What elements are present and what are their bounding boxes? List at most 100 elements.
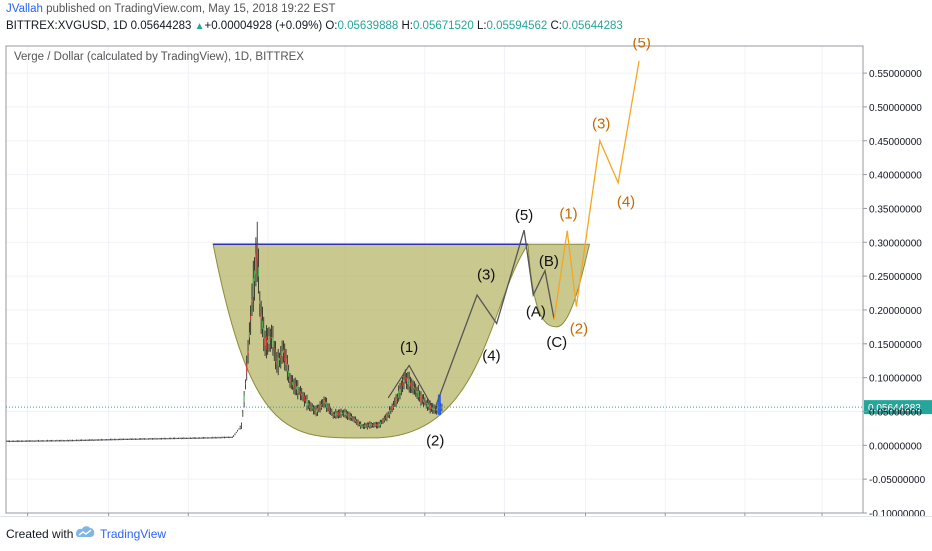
candle-body [112,439,114,441]
candle-body [208,437,210,439]
candle-body [134,438,136,440]
candle-body [85,440,87,441]
price-chart[interactable]: Verge / Dollar (calculated by TradingVie… [0,38,932,516]
candle-body [402,382,404,386]
candle-body [149,438,151,440]
candle-body [74,440,76,442]
candle-body [272,337,274,348]
author-link[interactable]: JVallah [6,3,43,15]
last-price-tag [864,400,932,415]
candle-body [116,439,118,441]
candle-body [323,399,325,404]
high-label: H: [401,20,413,32]
candle-body [27,440,29,442]
candle-body [326,402,328,408]
candle-body [225,437,227,438]
candle-body [356,421,358,423]
candle-body [391,405,393,410]
up-triangle-icon: ▲ [194,21,205,32]
last-price-tag-label: 0.05644283 [868,403,921,414]
candle-body [441,407,443,409]
candle-body [368,424,370,426]
candle-body [133,438,135,440]
candle-body [282,349,284,353]
candle-body [339,412,341,415]
candle-body [171,438,173,440]
ohlc-legend: BITTREX:XVGUSD, 1D 0.05644283 ▲+0.000049… [6,20,623,32]
candle-body [354,419,356,422]
candle-body [360,423,362,427]
candle-body [90,439,92,441]
candle-body [306,399,308,406]
y-tick-label: 0.50000000 [869,103,922,114]
candle-body [179,438,181,439]
candle-body [60,440,62,442]
candle-body [150,438,152,440]
candle-body [331,412,333,414]
candle-body [145,438,147,440]
time-axis[interactable]: JulSepNov2018MarMayJulSepNov2019Mar [21,513,832,516]
candle-body [23,440,25,442]
candle-body [183,437,185,439]
candle-body [433,408,435,411]
candle-body [352,417,354,419]
candle-body [255,253,257,275]
candle-body [136,439,138,440]
close-value: 0.05644283 [562,20,623,32]
candle-body [216,437,218,439]
candle-body [220,437,222,439]
wave-label: (5) [515,207,533,224]
cup-bowl [212,243,529,439]
wave-label: (2) [426,432,444,449]
candle-body [235,432,237,434]
y-tick-label: 0.05000000 [869,407,922,418]
candle-body [343,412,345,414]
candle-body [121,439,123,441]
y-tick-label: 0.40000000 [869,171,922,182]
candle-body [242,413,244,415]
projection-orange-path [553,60,640,320]
candle-body [349,415,351,418]
y-tick-label: 0.35000000 [869,204,922,215]
candle-body [237,430,239,432]
candle-body [263,327,265,339]
candle-body [408,379,410,387]
candle-body [79,440,81,441]
candle-body [381,421,383,423]
wave-label: (2) [570,321,588,338]
candle-body [341,413,343,414]
y-tick-label: 0.45000000 [869,137,922,148]
price-axis[interactable]: 0.55000000 0.50000000 0.45000000 0.40000000… [863,69,926,516]
candle-body [41,440,43,442]
candle-body [413,387,415,390]
candle-body [415,388,417,392]
candle-body [22,441,24,442]
candle-body [53,440,55,442]
candle-body [43,440,45,442]
candle-body [182,438,184,439]
candle-body [371,424,373,426]
candle-body [427,402,429,407]
candle-body [290,382,292,383]
candle-body [120,439,122,440]
candle-body [175,438,177,440]
candle-body [213,437,215,439]
tradingview-brand-link[interactable]: TradingView [100,527,167,541]
candle-body [138,438,140,440]
candle-body [328,406,330,412]
candle-body [159,438,161,440]
candle-body [167,438,169,440]
candle-body [142,438,144,440]
candle-body [292,382,294,386]
candle-body [178,438,180,440]
candle-body [147,438,149,440]
candle-body [174,438,176,439]
candle-body [129,438,131,440]
tradingview-logo-icon[interactable] [74,525,96,541]
candle-body [123,438,125,440]
y-tick-label: 0.30000000 [869,238,922,249]
candle-body [382,420,384,422]
candle-body [280,355,282,359]
candle-body [47,440,49,442]
candle-body [168,438,170,440]
